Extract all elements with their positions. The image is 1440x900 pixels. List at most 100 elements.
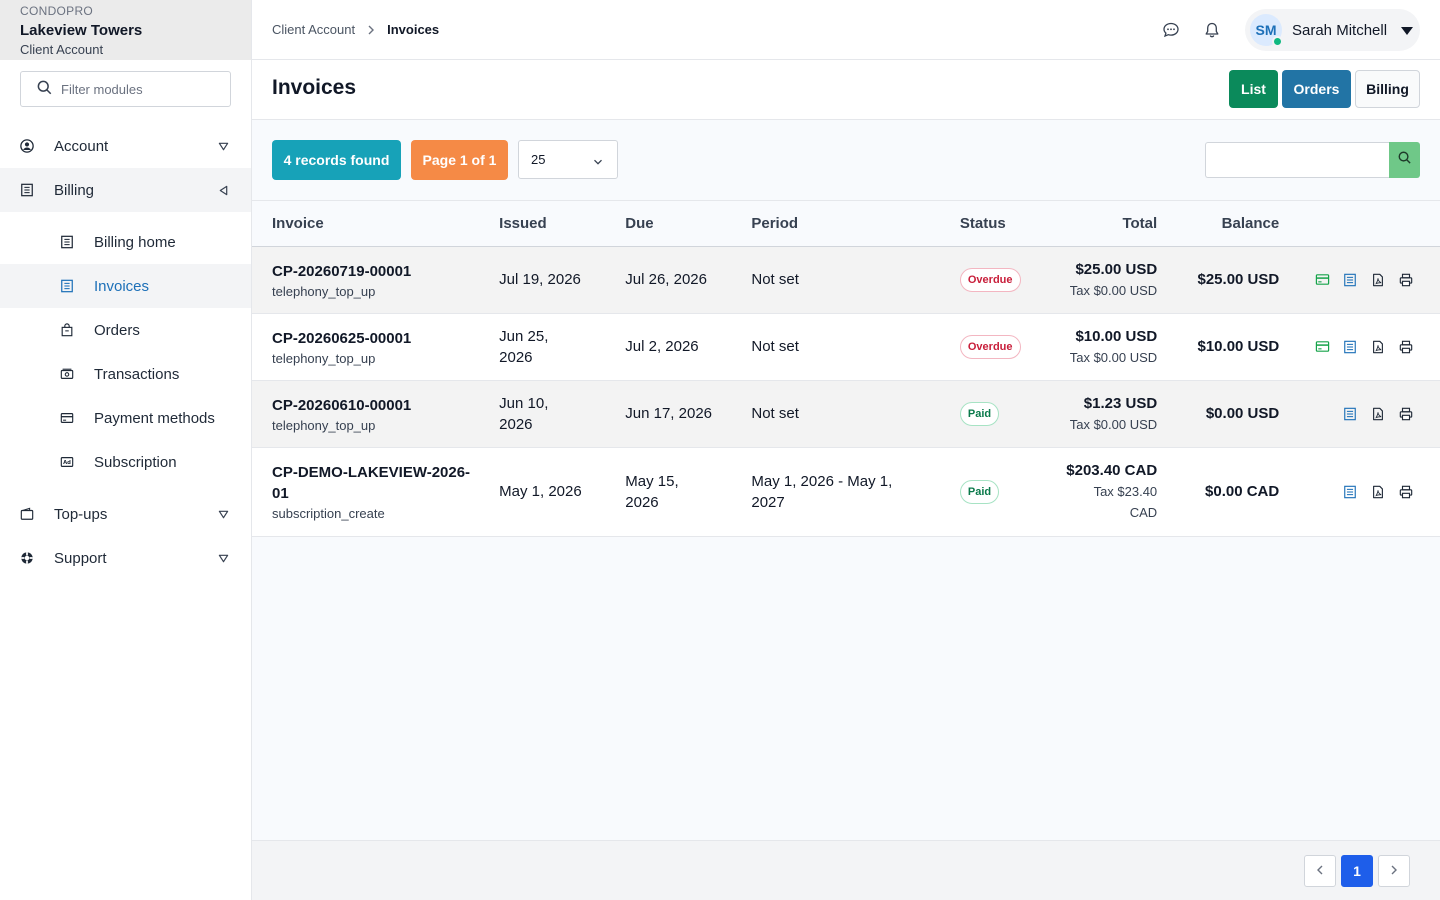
sidebar-item-label: Transactions — [94, 365, 180, 383]
sidebar-item-billing-home[interactable]: Billing home — [0, 220, 251, 264]
sidebar-item-top-ups[interactable]: Top-ups — [0, 492, 251, 536]
issued-date-text: Jun 25, 2026 — [499, 327, 549, 366]
shopping-bag-icon — [60, 323, 74, 337]
invoice-number[interactable]: CP-DEMO-LAKEVIEW-2026-01 — [272, 464, 471, 502]
user-name: Sarah Mitchell — [1292, 21, 1388, 39]
sidebar-item-label: Support — [54, 549, 107, 567]
list-button[interactable]: List — [1229, 70, 1278, 108]
pdf-download-icon[interactable] — [1364, 483, 1392, 501]
view-invoice-icon[interactable] — [1336, 405, 1364, 423]
table-row[interactable]: CP-20260719-00001 telephony_top_up Jul 1… — [252, 246, 1440, 314]
column-header-total[interactable]: Total — [1051, 201, 1158, 247]
chevron-down-icon — [218, 139, 229, 151]
building-icon — [60, 235, 74, 249]
tax-amount: Tax $0.00 USD — [1069, 349, 1158, 365]
sidebar-item-payment-methods[interactable]: Payment methods — [0, 396, 251, 440]
total-amount: $1.23 USD — [1083, 394, 1158, 412]
print-icon[interactable] — [1392, 483, 1420, 501]
sidebar-item-label: Billing home — [94, 233, 176, 251]
filter-modules-input[interactable] — [61, 81, 221, 97]
total-cell: $10.00 USD Tax $0.00 USD — [1051, 313, 1158, 381]
per-page-value: 25 — [531, 152, 546, 167]
status-cell: Paid — [959, 380, 1052, 448]
sidebar: CONDOPRO Lakeview Towers Client Account … — [0, 0, 252, 900]
billing-period-text: May 1, 2026 - May 1, 2027 — [751, 472, 893, 511]
sidebar-item-subscription[interactable]: Ad Subscription — [0, 440, 251, 484]
invoice-number[interactable]: CP-20260610-00001 — [272, 396, 412, 414]
view-invoice-icon[interactable] — [1336, 271, 1364, 289]
filter-modules-field[interactable] — [20, 71, 231, 107]
tax-amount: Tax $23.40 CAD — [1093, 484, 1158, 520]
wallet-icon — [20, 507, 34, 521]
issued-date: Jul 19, 2026 — [499, 246, 626, 314]
chevron-left-icon — [218, 183, 229, 196]
print-icon[interactable] — [1392, 405, 1420, 423]
column-header-status[interactable]: Status — [959, 201, 1052, 247]
sidebar-item-support[interactable]: Support — [0, 536, 251, 580]
actions-cell — [1279, 380, 1440, 448]
view-invoice-icon[interactable] — [1336, 483, 1364, 501]
table-row[interactable]: CP-DEMO-LAKEVIEW-2026-01 subscription_cr… — [252, 447, 1440, 537]
page-title: Invoices — [272, 76, 357, 99]
table-row[interactable]: CP-20260610-00001 telephony_top_up Jun 1… — [252, 380, 1440, 448]
lifebuoy-icon — [20, 551, 34, 565]
pdf-download-icon[interactable] — [1364, 271, 1392, 289]
status-cell: Overdue — [959, 313, 1052, 381]
total-amount: $25.00 USD — [1075, 260, 1158, 278]
sidebar-item-account[interactable]: Account — [0, 124, 251, 168]
total-cell: $25.00 USD Tax $0.00 USD — [1051, 246, 1158, 314]
page-indicator-badge: Page 1 of 1 — [411, 140, 508, 180]
table-toolbar: 4 records found Page 1 of 1 25 — [252, 120, 1440, 201]
issued-date: Jun 10, 2026 — [499, 380, 626, 448]
table-search-input[interactable] — [1205, 142, 1389, 178]
billing-button[interactable]: Billing — [1355, 70, 1420, 108]
view-invoice-icon[interactable] — [1336, 338, 1364, 356]
print-icon[interactable] — [1392, 338, 1420, 356]
status-badge: Overdue — [959, 334, 1021, 359]
next-page-button[interactable] — [1378, 855, 1410, 887]
sidebar-item-label: Invoices — [94, 277, 150, 295]
column-header-balance[interactable]: Balance — [1157, 201, 1280, 247]
previous-page-button[interactable] — [1304, 855, 1336, 887]
pdf-download-icon[interactable] — [1364, 405, 1392, 423]
column-header-due[interactable]: Due — [625, 201, 752, 247]
avatar-initials: SM — [1255, 22, 1277, 38]
sidebar-item-transactions[interactable]: Transactions — [0, 352, 251, 396]
pay-credit-card-icon[interactable] — [1308, 338, 1336, 356]
billing-submenu: Billing home Invoices Orders Transaction… — [0, 212, 251, 492]
tax-amount: Tax $0.00 USD — [1069, 282, 1158, 298]
pdf-download-icon[interactable] — [1364, 338, 1392, 356]
sidebar-item-billing[interactable]: Billing — [0, 168, 251, 212]
user-menu[interactable]: SM Sarah Mitchell — [1245, 9, 1420, 51]
avatar: SM — [1250, 14, 1283, 47]
bell-icon[interactable] — [1203, 21, 1221, 39]
invoice-number[interactable]: CP-20260719-00001 — [272, 262, 412, 280]
orders-button[interactable]: Orders — [1282, 70, 1351, 108]
billing-period: Not set — [751, 313, 960, 381]
search-icon — [35, 78, 53, 101]
chevron-right-icon — [1388, 863, 1400, 879]
per-page-select[interactable]: 25 — [518, 140, 618, 179]
print-icon[interactable] — [1392, 271, 1420, 289]
invoice-type: subscription_create — [272, 506, 385, 521]
invoice-number[interactable]: CP-20260625-00001 — [272, 329, 412, 347]
top-bar: Client Account Invoices SM Sarah Mitchel… — [252, 0, 1440, 60]
invoices-table: Invoice Issued Due Period Status Total B… — [252, 201, 1440, 537]
sidebar-item-invoices[interactable]: Invoices — [0, 264, 251, 308]
invoice-type: telephony_top_up — [272, 417, 376, 433]
invoices-content: 4 records found Page 1 of 1 25 Invoice I… — [252, 120, 1440, 840]
breadcrumb-client-account[interactable]: Client Account — [272, 22, 356, 37]
column-header-period[interactable]: Period — [751, 201, 960, 247]
chat-icon[interactable] — [1162, 21, 1180, 39]
balance-cell: $10.00 USD — [1157, 313, 1280, 381]
sidebar-item-orders[interactable]: Orders — [0, 308, 251, 352]
table-row[interactable]: CP-20260625-00001 telephony_top_up Jun 2… — [252, 313, 1440, 381]
total-amount: $10.00 USD — [1075, 327, 1158, 345]
page-number-button[interactable]: 1 — [1341, 855, 1373, 887]
page-header: Invoices List Orders Billing — [252, 60, 1440, 120]
pay-credit-card-icon[interactable] — [1308, 271, 1336, 289]
cash-icon — [60, 367, 74, 381]
column-header-issued[interactable]: Issued — [499, 201, 626, 247]
column-header-invoice[interactable]: Invoice — [252, 201, 500, 247]
search-button[interactable] — [1389, 142, 1420, 178]
